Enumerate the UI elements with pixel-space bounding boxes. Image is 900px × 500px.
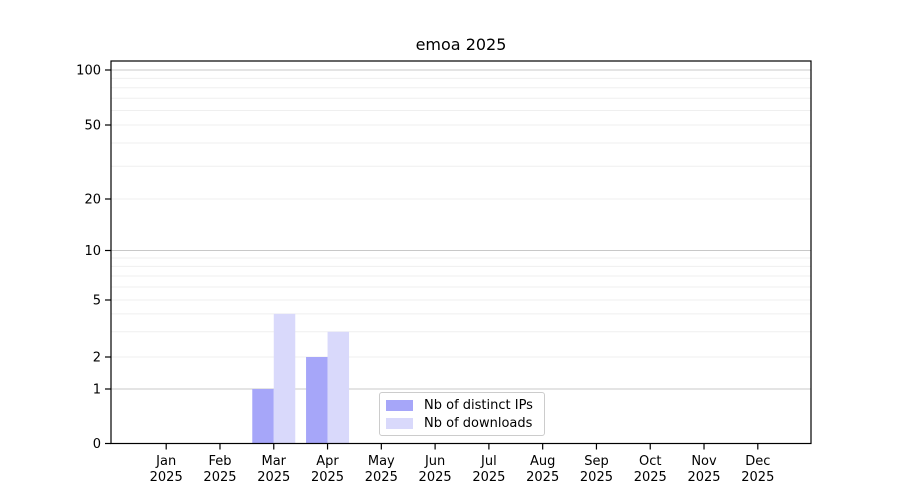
x-tick-label-month: Jul <box>480 454 497 469</box>
x-tick-label-year: 2025 <box>257 470 290 485</box>
legend-label: Nb of downloads <box>424 415 533 431</box>
x-tick-label-month: Feb <box>208 454 231 469</box>
y-tick-label: 10 <box>84 244 101 259</box>
bar-distinct-ips <box>306 357 328 444</box>
y-tick-label: 20 <box>84 193 101 208</box>
legend-swatch-distinct-ips <box>386 399 413 411</box>
x-tick-label-month: Jan <box>155 454 176 469</box>
bar-downloads <box>327 331 350 444</box>
x-tick-label-year: 2025 <box>150 470 183 485</box>
x-tick-label-year: 2025 <box>741 470 774 485</box>
y-tick-label: 1 <box>93 383 101 398</box>
y-tick-label: 0 <box>93 437 101 452</box>
x-tick-label-month: May <box>368 454 395 469</box>
x-tick-label-month: Nov <box>691 454 717 469</box>
x-tick-label-year: 2025 <box>526 470 559 485</box>
x-tick-label-month: Mar <box>261 454 286 469</box>
x-tick-label-month: Oct <box>639 454 661 469</box>
legend-swatch-downloads <box>386 417 413 429</box>
x-tick-label-month: Sep <box>584 454 609 469</box>
x-tick-label-year: 2025 <box>311 470 344 485</box>
bar-downloads <box>273 313 296 444</box>
x-tick-label-year: 2025 <box>580 470 613 485</box>
x-tick-label-month: Jun <box>424 454 445 469</box>
x-tick-label-year: 2025 <box>634 470 667 485</box>
y-tick-label: 100 <box>76 64 101 79</box>
x-tick-label-year: 2025 <box>472 470 505 485</box>
x-tick-label-month: Apr <box>316 454 339 469</box>
x-tick-label-year: 2025 <box>419 470 452 485</box>
x-tick-label-month: Dec <box>745 454 770 469</box>
y-tick-label: 5 <box>93 294 101 309</box>
legend-label: Nb of distinct IPs <box>424 397 533 413</box>
x-tick-label-month: Aug <box>530 454 555 469</box>
x-tick-label-year: 2025 <box>203 470 236 485</box>
bar-distinct-ips <box>252 389 274 444</box>
legend-item: Nb of distinct IPs <box>386 396 538 414</box>
y-tick-label: 50 <box>84 119 101 134</box>
legend: Nb of distinct IPs Nb of downloads <box>379 392 545 436</box>
x-tick-label-year: 2025 <box>365 470 398 485</box>
legend-item: Nb of downloads <box>386 414 538 432</box>
chart-title: emoa 2025 <box>415 35 507 54</box>
y-tick-label: 2 <box>93 351 101 366</box>
axis-spines <box>110 60 812 445</box>
x-tick-label-year: 2025 <box>687 470 720 485</box>
